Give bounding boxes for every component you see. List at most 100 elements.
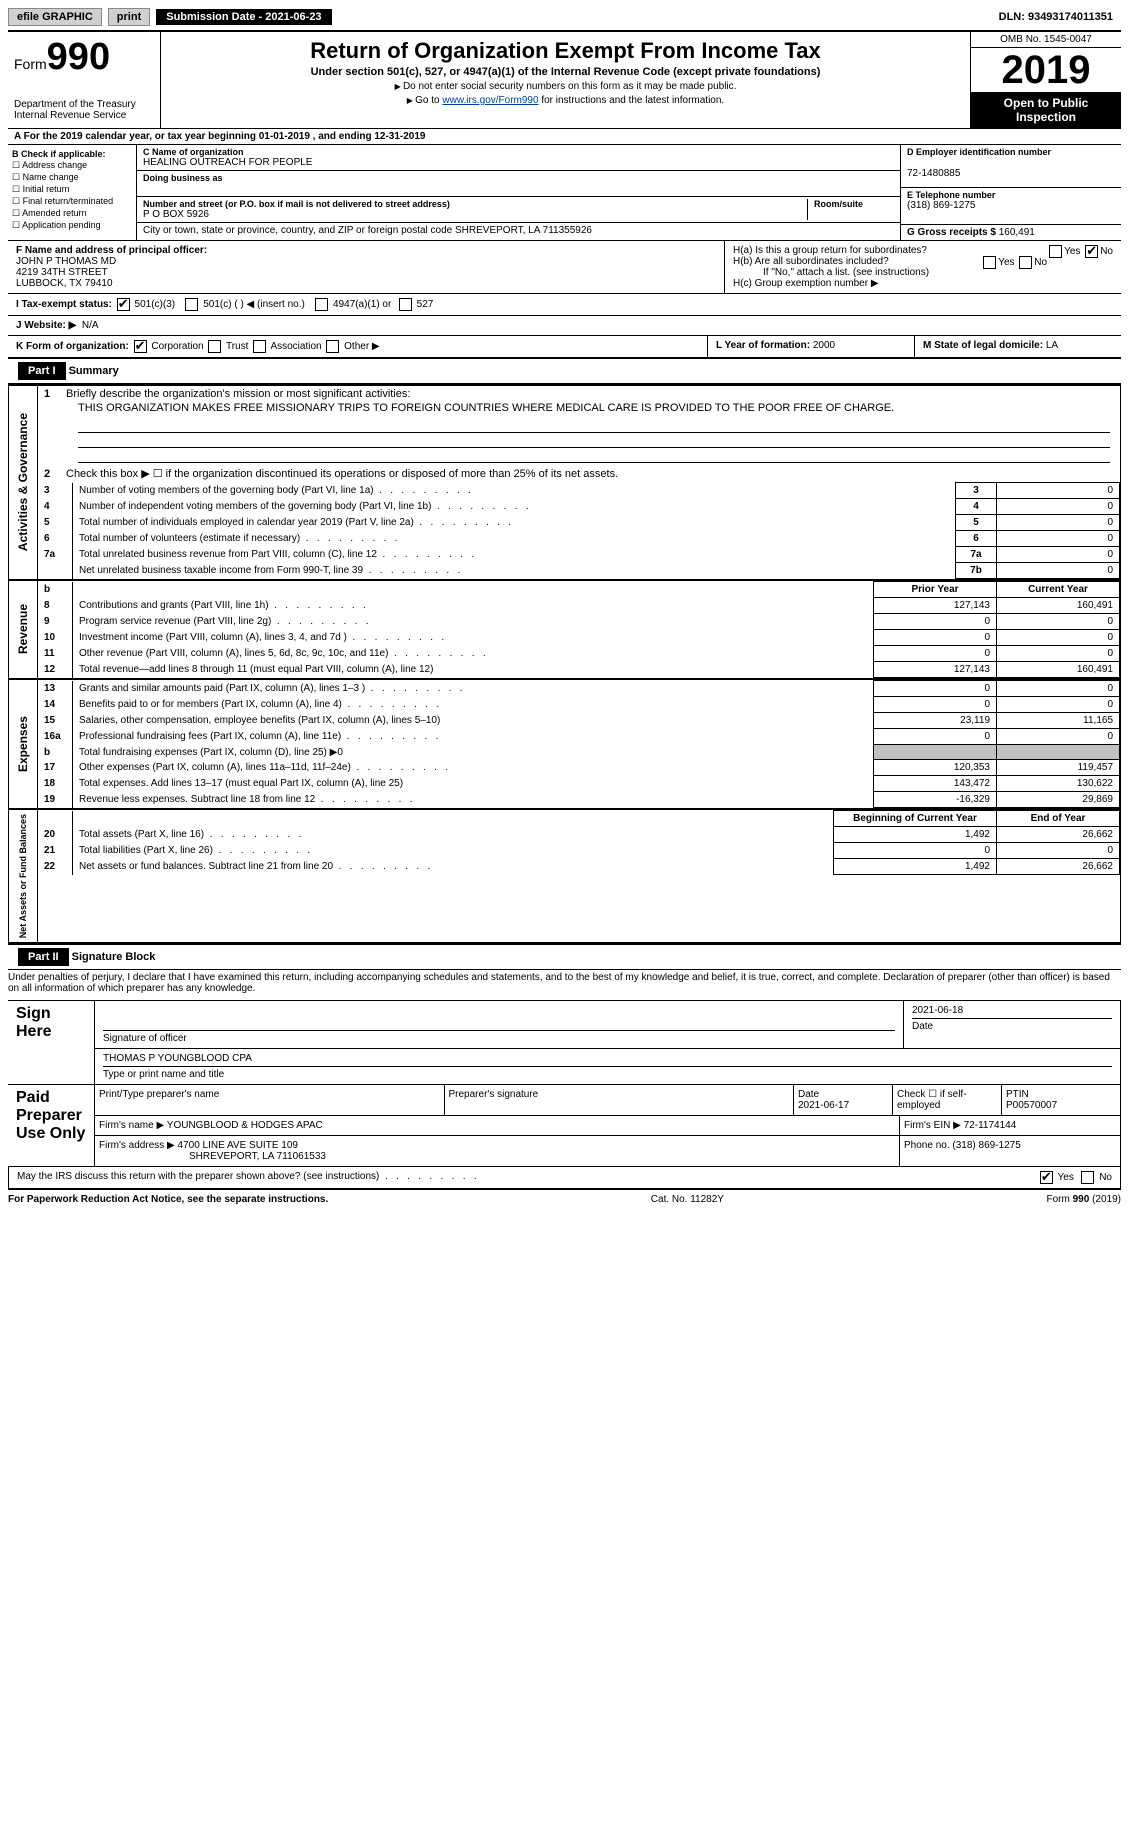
ha-yes[interactable] (1049, 245, 1062, 258)
k-label: K Form of organization: (16, 341, 129, 352)
chk-address-change[interactable]: ☐ Address change (12, 160, 132, 171)
room-label: Room/suite (814, 199, 894, 209)
table-row: 14Benefits paid to or for members (Part … (38, 697, 1120, 713)
street-label: Number and street (or P.O. box if mail i… (143, 199, 807, 209)
table-row: bTotal fundraising expenses (Part IX, co… (38, 745, 1120, 760)
city-cell: City or town, state or province, country… (137, 223, 900, 238)
h-a: H(a) Is this a group return for subordin… (733, 245, 1113, 256)
j-value: N/A (82, 320, 99, 331)
chk-assoc[interactable] (253, 340, 266, 353)
irs-link[interactable]: www.irs.gov/Form990 (442, 95, 538, 106)
dba-label: Doing business as (143, 173, 894, 183)
hb-no[interactable] (1019, 256, 1032, 269)
firm-name-cell: Firm's name ▶ YOUNGBLOOD & HODGES APAC (95, 1116, 900, 1135)
table-row: 13Grants and similar amounts paid (Part … (38, 681, 1120, 697)
form-number: Form990 (14, 36, 154, 79)
net-table: Beginning of Current YearEnd of Year 20T… (38, 810, 1120, 875)
dba-cell: Doing business as (137, 171, 900, 197)
prep-name-label: Print/Type preparer's name (95, 1085, 445, 1115)
org-name-cell: C Name of organization HEALING OUTREACH … (137, 145, 900, 171)
discuss-row: May the IRS discuss this return with the… (8, 1167, 1121, 1189)
chk-trust[interactable] (208, 340, 221, 353)
submission-date: Submission Date - 2021-06-23 (156, 9, 331, 25)
period-end: 12-31-2019 (374, 131, 425, 142)
box-i: I Tax-exempt status: 501(c)(3) 501(c) ( … (8, 294, 725, 315)
page-footer: For Paperwork Reduction Act Notice, see … (8, 1189, 1121, 1205)
irs-label: Internal Revenue Service (14, 110, 154, 121)
line1-text: Briefly describe the organization's miss… (66, 388, 1114, 400)
phone-value: (318) 869-1275 (907, 200, 975, 211)
chk-final-return[interactable]: ☐ Final return/terminated (12, 196, 132, 207)
top-toolbar: efile GRAPHIC print Submission Date - 20… (8, 8, 1121, 26)
table-row: 4Number of independent voting members of… (38, 499, 1120, 515)
dln: DLN: 93493174011351 (999, 11, 1121, 23)
prep-sig-label: Preparer's signature (445, 1085, 795, 1115)
signature-table: Sign Here Signature of officer 2021-06-1… (8, 1000, 1121, 1167)
efile-badge: efile GRAPHIC (8, 8, 102, 26)
subdate-label: Submission Date - (166, 11, 265, 23)
part1-header: Part I Summary (8, 359, 1121, 384)
form-title: Return of Organization Exempt From Incom… (171, 38, 960, 64)
chk-other[interactable] (326, 340, 339, 353)
table-row: 10Investment income (Part VIII, column (… (38, 630, 1120, 646)
chk-501c3[interactable] (117, 298, 130, 311)
print-button[interactable]: print (108, 8, 150, 26)
gross-receipts-cell: G Gross receipts $ 160,491 (901, 225, 1121, 240)
city-label: City or town, state or province, country… (143, 225, 452, 236)
table-row: bPrior YearCurrent Year (38, 582, 1120, 598)
chk-501c[interactable] (185, 298, 198, 311)
rev-body: bPrior YearCurrent Year 8Contributions a… (38, 581, 1120, 678)
table-row: 3Number of voting members of the governi… (38, 483, 1120, 499)
table-row: 22Net assets or fund balances. Subtract … (38, 859, 1120, 875)
chk-amended[interactable]: ☐ Amended return (12, 208, 132, 219)
paid-preparer-label: Paid Preparer Use Only (8, 1085, 95, 1167)
section-governance: Activities & Governance 1 Briefly descri… (8, 384, 1121, 580)
box-h: H(a) Is this a group return for subordin… (724, 241, 1121, 293)
chk-name-change[interactable]: ☐ Name change (12, 172, 132, 183)
officer-name: JOHN P THOMAS MD (16, 256, 116, 267)
section-expenses: Expenses 13Grants and similar amounts pa… (8, 679, 1121, 809)
discuss-no[interactable] (1081, 1171, 1094, 1184)
officer-group-row: F Name and address of principal officer:… (8, 241, 1121, 294)
preparer-row1: Print/Type preparer's name Preparer's si… (95, 1085, 1121, 1116)
mission-blank3 (78, 450, 1110, 463)
part2-bar: Part II (18, 948, 69, 966)
line2-text: Check this box ▶ ☐ if the organization d… (66, 467, 1114, 480)
sig-officer-label: Signature of officer (103, 1033, 187, 1044)
table-row: 17Other expenses (Part IX, column (A), l… (38, 760, 1120, 776)
box-l: L Year of formation: 2000 (707, 336, 914, 357)
section-revenue: Revenue bPrior YearCurrent Year 8Contrib… (8, 580, 1121, 679)
street-cell: Number and street (or P.O. box if mail i… (137, 197, 900, 223)
period-mid: , and ending (313, 131, 375, 142)
table-row: 20Total assets (Part X, line 16)1,49226,… (38, 827, 1120, 843)
footer-mid: Cat. No. 11282Y (651, 1194, 724, 1205)
chk-initial-return[interactable]: ☐ Initial return (12, 184, 132, 195)
chk-527[interactable] (399, 298, 412, 311)
goto-post: for instructions and the latest informat… (539, 95, 725, 106)
box-b-title: B Check if applicable: (12, 149, 106, 159)
tax-year: 2019 (971, 48, 1121, 92)
chk-4947[interactable] (315, 298, 328, 311)
table-row: 6Total number of volunteers (estimate if… (38, 531, 1120, 547)
j-label: J Website: ▶ (16, 320, 76, 331)
public-inspection: Open to Public Inspection (971, 92, 1121, 128)
form-header: Form990 Department of the Treasury Inter… (8, 30, 1121, 129)
i-right-spacer (725, 294, 1121, 315)
ssn-note: Do not enter social security numbers on … (171, 81, 960, 92)
chk-app-pending[interactable]: ☐ Application pending (12, 220, 132, 231)
header-right: OMB No. 1545-0047 2019 Open to Public In… (970, 32, 1121, 128)
footer-right: Form 990 (2019) (1047, 1194, 1121, 1205)
table-row: 19Revenue less expenses. Subtract line 1… (38, 792, 1120, 808)
hb-yes[interactable] (983, 256, 996, 269)
officer-addr2: LUBBOCK, TX 79410 (16, 278, 113, 289)
dln-value: 93493174011351 (1028, 11, 1113, 23)
chk-corp[interactable] (134, 340, 147, 353)
selfemp-cell: Check ☐ if self-employed (893, 1085, 1002, 1115)
box-c: C Name of organization HEALING OUTREACH … (137, 145, 900, 240)
ptin-cell: PTINP00570007 (1002, 1085, 1120, 1115)
firm-addr-cell: Firm's address ▶ 4700 LINE AVE SUITE 109… (95, 1136, 900, 1166)
discuss-yes[interactable] (1040, 1171, 1053, 1184)
ha-no[interactable] (1085, 245, 1098, 258)
net-body: Beginning of Current YearEnd of Year 20T… (38, 810, 1120, 942)
table-row: 18Total expenses. Add lines 13–17 (must … (38, 776, 1120, 792)
